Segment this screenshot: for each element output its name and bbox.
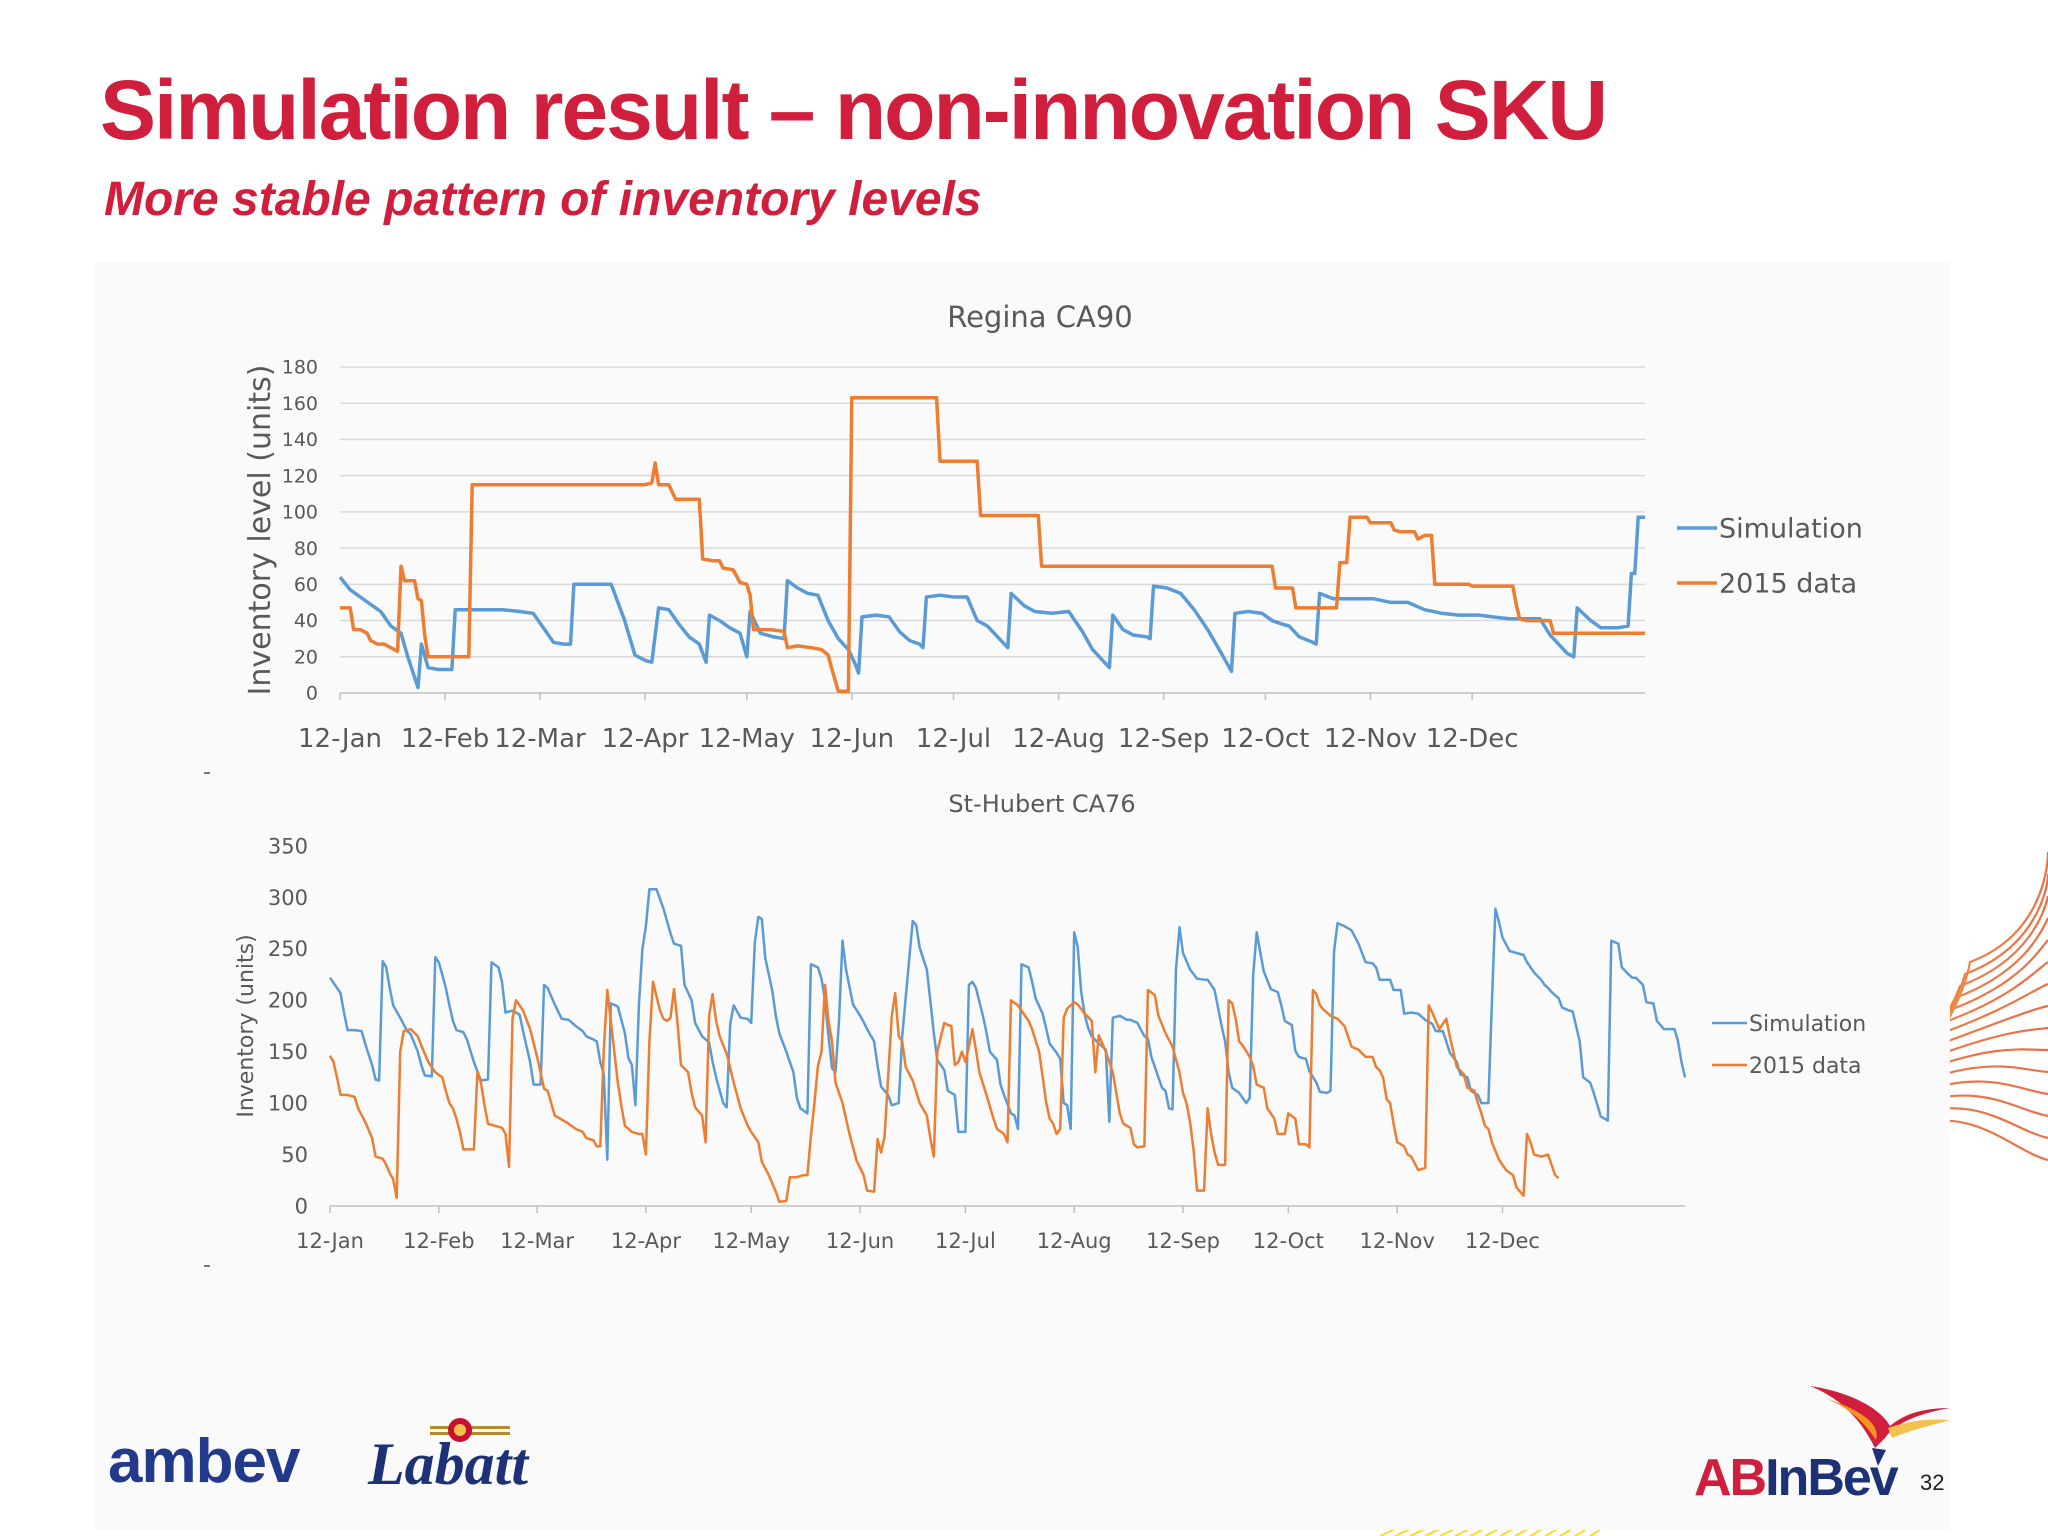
simulation-series-line xyxy=(338,515,1645,690)
simulation-series-line xyxy=(328,887,1687,1161)
ambev-logo: ambev xyxy=(108,1427,300,1496)
x-tick-label: 12-Aug xyxy=(1037,1229,1112,1253)
x-tick-label: 12-Jul xyxy=(935,1229,996,1253)
x-tick-label: 12-Oct xyxy=(1221,724,1309,754)
y-tick-label: 140 xyxy=(282,429,318,451)
x-tick-label: 12-Jan xyxy=(298,724,382,754)
x-tick-label: 12-Dec xyxy=(1465,1229,1540,1253)
y-tick-label: 100 xyxy=(268,1091,308,1115)
y-tick-label: 200 xyxy=(268,989,308,1013)
y-tick-label: 150 xyxy=(268,1040,308,1064)
y-tick-label: 0 xyxy=(295,1194,308,1218)
y-tick-label: 350 xyxy=(268,834,308,858)
abinbev-logo: ABInBev xyxy=(1694,1448,1899,1508)
x-tick-label: 12-Jun xyxy=(810,724,895,754)
y-tick-label: 20 xyxy=(294,646,318,668)
y-axis-label: Inventory (units) xyxy=(234,934,259,1117)
charts-panel xyxy=(95,262,1950,1530)
chart-title: St-Hubert CA76 xyxy=(948,790,1135,818)
legend-label: Simulation xyxy=(1719,514,1863,545)
abinbev-logo-inbev: InBev xyxy=(1765,1449,1899,1507)
labatt-logo: Labatt xyxy=(368,1431,528,1497)
abinbev-logo-ab: AB xyxy=(1694,1449,1767,1507)
y-tick-label: 40 xyxy=(294,610,318,632)
x-tick-label: 12-Dec xyxy=(1426,724,1519,754)
y-tick-label: 180 xyxy=(282,357,318,379)
separator-mark xyxy=(204,1265,210,1267)
x-tick-label: 12-Mar xyxy=(494,724,586,754)
y-tick-label: 250 xyxy=(268,937,308,961)
data-2015-series-line xyxy=(328,980,1560,1204)
legend-label: Simulation xyxy=(1749,1012,1866,1037)
labatt-crest-icon xyxy=(430,1418,510,1442)
x-tick-label: 12-May xyxy=(712,1229,790,1253)
x-tick-label: 12-Nov xyxy=(1360,1229,1435,1253)
x-tick-label: 12-Sep xyxy=(1118,724,1209,754)
x-tick-label: 12-May xyxy=(699,724,795,754)
x-tick-label: 12-Jul xyxy=(916,724,991,754)
y-tick-label: 120 xyxy=(282,465,318,487)
x-tick-label: 12-Oct xyxy=(1253,1229,1324,1253)
x-tick-label: 12-Apr xyxy=(602,724,689,754)
slide-title: Simulation result – non-innovation SKU xyxy=(100,63,1608,157)
y-tick-label: 160 xyxy=(282,393,318,415)
x-tick-label: 12-Sep xyxy=(1146,1229,1220,1253)
x-tick-label: 12-Jan xyxy=(296,1229,364,1253)
x-tick-label: 12-Aug xyxy=(1012,724,1105,754)
y-tick-label: 0 xyxy=(306,683,318,705)
abinbev-eagle-icon xyxy=(1810,1386,1950,1466)
x-tick-label: 12-Jun xyxy=(826,1229,894,1253)
legend-label: 2015 data xyxy=(1749,1054,1862,1079)
page-number: 32 xyxy=(1920,1470,1945,1495)
x-tick-label: 12-Nov xyxy=(1324,724,1417,754)
y-tick-label: 60 xyxy=(294,574,318,596)
data-2015-series-line xyxy=(340,396,1645,693)
separator-mark xyxy=(204,772,210,774)
y-tick-label: 80 xyxy=(294,538,318,560)
y-tick-label: 300 xyxy=(268,886,308,910)
chart-title: Regina CA90 xyxy=(947,300,1133,334)
y-axis-label: Inventory level (units) xyxy=(243,365,278,696)
y-tick-label: 50 xyxy=(281,1143,308,1167)
x-tick-label: 12-Mar xyxy=(500,1229,574,1253)
x-tick-label: 12-Apr xyxy=(611,1229,682,1253)
x-tick-label: 12-Feb xyxy=(403,1229,474,1253)
x-tick-label: 12-Feb xyxy=(401,724,490,754)
legend-label: 2015 data xyxy=(1719,569,1857,600)
y-tick-label: 100 xyxy=(282,502,318,524)
slide-subtitle: More stable pattern of inventory levels xyxy=(104,173,982,226)
